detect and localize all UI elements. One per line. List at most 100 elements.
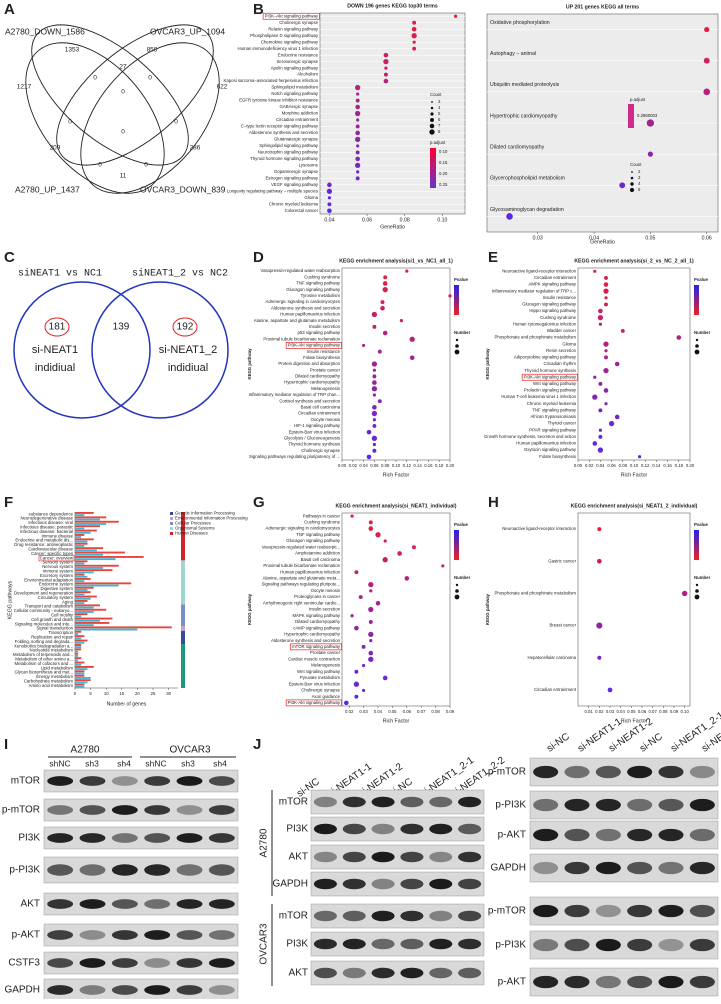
colorbar	[628, 104, 634, 128]
band	[313, 910, 337, 922]
band	[342, 823, 366, 835]
dot	[355, 176, 360, 181]
category-label: Metabolism of terpenoids and...	[13, 652, 73, 657]
band	[208, 864, 235, 876]
legend-title: Count	[630, 162, 642, 167]
x-tick-label: 0.00	[338, 463, 347, 468]
dot	[603, 288, 609, 294]
dot	[372, 324, 377, 329]
term-label: Dilated cardiomyopathy	[295, 619, 341, 624]
row-label: PI3K	[286, 824, 308, 835]
dot	[681, 590, 688, 597]
legend-dot	[695, 338, 699, 342]
category-label: Signal transduction	[36, 626, 73, 631]
band	[208, 985, 235, 995]
dot	[355, 136, 361, 143]
category-label: Transport and catabolism	[25, 604, 74, 609]
category-label: Immune system	[43, 569, 74, 574]
legend-dot	[455, 344, 459, 348]
band	[689, 828, 715, 842]
dot	[647, 151, 653, 157]
region-count: 0	[68, 119, 72, 126]
dot	[372, 418, 376, 422]
dot	[506, 213, 513, 220]
category-label: Cardiovascular disease	[28, 547, 73, 552]
category-label: Neurodegenerative disease	[20, 516, 73, 521]
band	[111, 864, 138, 876]
term-label: Axon guidance	[312, 694, 341, 699]
category-label: Endocrine system	[39, 582, 74, 587]
highlight-box	[262, 12, 320, 20]
category-label: Nucleotide metabolism	[30, 648, 74, 653]
bar	[75, 663, 82, 666]
x-tick-label: 0.06	[403, 709, 412, 714]
x-tick-label: 10	[104, 691, 109, 696]
band	[429, 967, 453, 979]
category-label: Digestive system	[41, 586, 74, 591]
dot	[382, 675, 388, 681]
venn-c	[13, 281, 229, 419]
legend-label: Genetic Information Processing	[175, 511, 236, 516]
bar	[75, 518, 100, 521]
bar	[75, 591, 91, 594]
bar	[75, 558, 116, 561]
row-label: GAPDH	[490, 863, 526, 874]
term-label: Inflammatory mediator regulation of TRP …	[492, 288, 576, 293]
term-label: Protein digestion and absorption	[278, 361, 340, 366]
dot	[368, 526, 374, 531]
bar	[75, 512, 94, 514]
x-tick-label: 0.07	[648, 709, 657, 714]
band	[595, 975, 621, 989]
blot-strip	[43, 856, 239, 884]
term-label: Sphingolipid metabolism	[271, 85, 318, 90]
legend-label: Environmental Information Processing	[175, 516, 248, 521]
legend-dot	[631, 171, 633, 173]
row-label: p-PI3K	[495, 940, 526, 951]
dot	[371, 435, 378, 441]
term-label: Proteoglycans in cancer	[294, 594, 340, 599]
term-label: C−type lectin receptor signaling pathway	[241, 124, 319, 129]
bar	[75, 538, 94, 541]
lane-label: sh3	[181, 758, 195, 768]
term-label: Longevity regulating pathway − multiple …	[227, 188, 318, 193]
region-count: 139	[113, 322, 130, 333]
legend-label: 4	[638, 181, 641, 186]
term-label: Pathways in cancer	[303, 513, 341, 518]
highlight-box	[285, 699, 342, 707]
band	[371, 938, 395, 950]
dot	[369, 639, 373, 643]
term-label: Glucagon signaling pathway	[286, 287, 341, 292]
term-label: HIF-1 signaling pathway	[294, 423, 341, 428]
dot	[703, 57, 710, 64]
panel-label: H	[488, 494, 499, 511]
term-label: PI3K-Akt signaling pathway	[288, 343, 341, 348]
set-label: OVCAR3_DOWN_839	[140, 184, 226, 194]
bar	[75, 567, 104, 569]
dot	[412, 46, 417, 51]
legend-title: Number	[454, 330, 471, 335]
cell-label: OVCAR3	[259, 923, 270, 965]
legend-label: 5	[638, 187, 641, 192]
bar	[75, 520, 119, 523]
band	[564, 938, 590, 952]
band	[111, 805, 138, 815]
x-tick-label: 0.06	[362, 217, 372, 223]
group-strip	[181, 644, 185, 688]
term-label: GABAergic synapse	[280, 104, 319, 109]
term-label: Circadian rhythm	[544, 361, 577, 366]
bar	[75, 611, 94, 613]
x-tick-label: 0.02	[349, 463, 358, 468]
category-label: Transcription	[48, 630, 73, 635]
y-axis-label: KEGG pathways	[7, 580, 13, 619]
blot-strip	[43, 892, 239, 916]
blot-strip	[310, 789, 485, 815]
legend-dot	[430, 112, 434, 116]
term-label: Chronic myeloid leukemia	[269, 201, 319, 206]
category-label: Aging	[62, 599, 74, 604]
category-label: Development and regeneration	[14, 591, 74, 596]
legend-dot	[695, 583, 699, 587]
x-tick-label: 0.04	[374, 709, 383, 714]
band	[533, 798, 559, 812]
band	[176, 899, 203, 909]
term-label: PI3K−Akt signaling pathway	[265, 13, 319, 18]
